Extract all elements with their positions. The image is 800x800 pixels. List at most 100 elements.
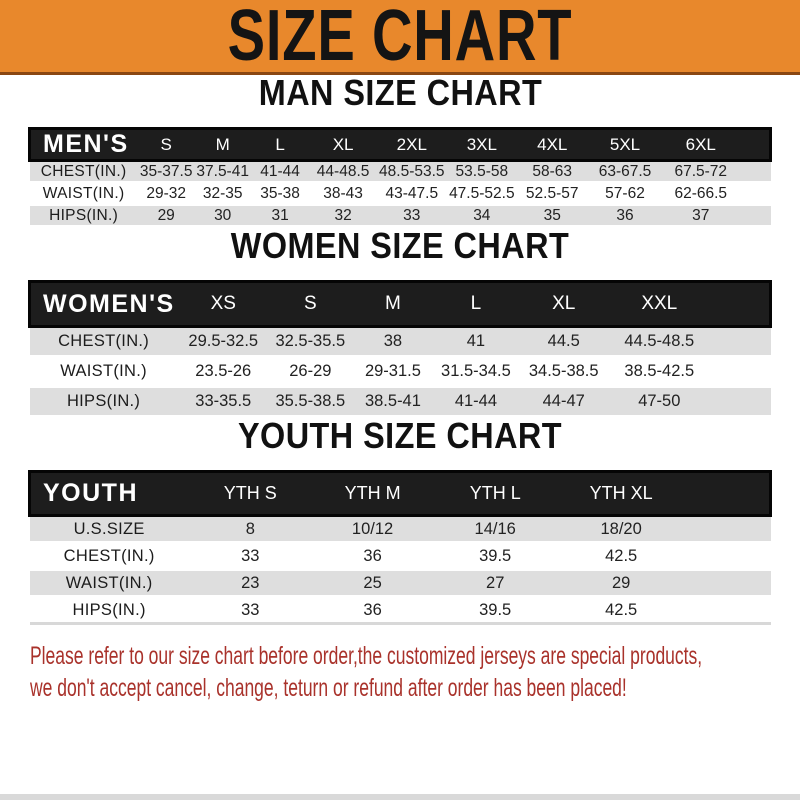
size-value: 43-47.5 xyxy=(376,182,447,206)
table-row: CHEST(IN.) 35-37.5 37.5-41 41-44 44-48.5 48.5… xyxy=(29,160,771,184)
column-header: YTH XL xyxy=(557,470,686,517)
section-men: MAN SIZE CHART MEN'S S M L XL 2XL 3XL 4XL 5XL 6XL… xyxy=(0,75,800,228)
size-value: 34 xyxy=(447,204,517,228)
size-value: 41-44 xyxy=(434,386,518,418)
size-value: 23.5-26 xyxy=(177,356,269,388)
table-row: WAIST(IN.) 23.5-26 26-29 29-31.5 31.5-34.5 34… xyxy=(29,356,771,388)
size-value: 36 xyxy=(587,204,663,228)
row-label: HIPS(IN.) xyxy=(29,386,178,418)
men-section-heading: MAN SIZE CHART xyxy=(0,75,800,111)
size-value: 32.5-35.5 xyxy=(268,326,352,358)
row-label: CHEST(IN.) xyxy=(29,326,178,358)
size-value: 44-47 xyxy=(517,386,610,418)
column-header: XS xyxy=(177,280,269,328)
column-header: YTH M xyxy=(311,470,434,517)
size-value: 31.5-34.5 xyxy=(434,356,518,388)
size-value: 35-38 xyxy=(250,182,310,206)
youth-section-heading: YOUTH SIZE CHART xyxy=(0,418,800,454)
table-row: U.S.SIZE 8 10/12 14/16 18/20 xyxy=(29,515,771,544)
banner: SIZE CHART xyxy=(0,0,800,75)
table-title-cell: WOMEN'S xyxy=(27,280,178,328)
disclaimer-line-1: Please refer to our size chart before or… xyxy=(30,640,800,672)
table-row: HIPS(IN.) 29 30 31 32 33 34 35 36 37 xyxy=(29,204,771,228)
size-value: 32-35 xyxy=(194,182,251,206)
size-value: 36 xyxy=(311,542,434,571)
row-filler xyxy=(708,356,771,388)
column-header: S xyxy=(137,127,195,162)
row-label: WAIST(IN.) xyxy=(29,356,178,388)
table-header-row: MEN'S S M L XL 2XL 3XL 4XL 5XL 6XL xyxy=(27,127,773,162)
size-value: 23 xyxy=(188,569,312,598)
table-row: HIPS(IN.) 33-35.5 35.5-38.5 38.5-41 41-44 44-… xyxy=(29,386,771,418)
size-value: 39.5 xyxy=(433,542,558,571)
size-value: 30 xyxy=(194,204,251,228)
page-title: SIZE CHART xyxy=(179,0,621,72)
bottom-edge-strip xyxy=(0,794,800,800)
size-value: 31 xyxy=(250,204,310,228)
size-value: 39.5 xyxy=(433,596,558,625)
disclaimer-line-2-text: we don't accept cancel, change, teturn o… xyxy=(30,674,627,702)
column-header: L xyxy=(250,127,310,162)
size-value: 67.5-72 xyxy=(662,160,740,184)
size-value: 41 xyxy=(434,326,518,358)
size-value: 25 xyxy=(311,569,434,598)
size-value: 53.5-58 xyxy=(447,160,517,184)
row-label: U.S.SIZE xyxy=(29,515,189,544)
column-header: 4XL xyxy=(516,127,588,162)
men-section-heading-text: MAN SIZE CHART xyxy=(258,72,542,113)
size-value: 48.5-53.5 xyxy=(376,160,447,184)
size-value: 44.5 xyxy=(517,326,610,358)
size-value: 34.5-38.5 xyxy=(517,356,610,388)
row-filler xyxy=(739,160,771,184)
header-filler xyxy=(708,280,772,328)
row-filler xyxy=(708,326,771,358)
size-value: 33 xyxy=(376,204,447,228)
size-value: 44-48.5 xyxy=(309,160,377,184)
size-value: 29.5-32.5 xyxy=(177,326,269,358)
column-header: 2XL xyxy=(376,127,447,162)
column-header: XXL xyxy=(609,280,709,328)
size-value: 37.5-41 xyxy=(194,160,251,184)
table-title-cell: MEN'S xyxy=(27,127,138,162)
size-value: 14/16 xyxy=(433,515,558,544)
table-row: WAIST(IN.) 23 25 27 29 xyxy=(29,569,771,598)
size-value: 37 xyxy=(662,204,740,228)
charts-area: MAN SIZE CHART MEN'S S M L XL 2XL 3XL 4XL 5XL 6XL… xyxy=(0,75,800,625)
row-label: HIPS(IN.) xyxy=(29,204,138,228)
size-value: 33 xyxy=(188,596,312,625)
size-value: 33-35.5 xyxy=(177,386,269,418)
size-value: 8 xyxy=(188,515,312,544)
size-value: 44.5-48.5 xyxy=(609,326,709,358)
size-value: 42.5 xyxy=(557,596,686,625)
row-label: WAIST(IN.) xyxy=(29,182,138,206)
table-title-cell: YOUTH xyxy=(27,470,189,517)
size-value: 33 xyxy=(188,542,312,571)
size-value: 36 xyxy=(311,596,434,625)
size-value: 38.5-42.5 xyxy=(609,356,709,388)
row-label: HIPS(IN.) xyxy=(29,596,189,625)
column-header: M xyxy=(351,280,435,328)
column-header: YTH S xyxy=(188,470,312,517)
table-row: WAIST(IN.) 29-32 32-35 35-38 38-43 43-47.5 47.… xyxy=(29,182,771,206)
table-row: CHEST(IN.) 33 36 39.5 42.5 xyxy=(29,542,771,571)
size-value: 35.5-38.5 xyxy=(268,386,352,418)
row-filler xyxy=(685,542,771,571)
row-label: WAIST(IN.) xyxy=(29,569,189,598)
column-header: YTH L xyxy=(433,470,558,517)
size-value: 52.5-57 xyxy=(516,182,588,206)
row-label: CHEST(IN.) xyxy=(29,160,138,184)
column-header: XL xyxy=(517,280,610,328)
size-value: 58-63 xyxy=(516,160,588,184)
column-header: 5XL xyxy=(587,127,663,162)
header-filler xyxy=(685,470,773,517)
disclaimer-line-2: we don't accept cancel, change, teturn o… xyxy=(30,672,800,704)
header-filler xyxy=(739,127,773,162)
table-header-row: YOUTH YTH S YTH M YTH L YTH XL xyxy=(27,470,773,517)
size-value: 57-62 xyxy=(587,182,663,206)
size-value: 63-67.5 xyxy=(587,160,663,184)
size-value: 47-50 xyxy=(609,386,709,418)
size-value: 27 xyxy=(433,569,558,598)
section-women: WOMEN SIZE CHART WOMEN'S XS S M L XL XXL CHEST(… xyxy=(0,228,800,418)
row-filler xyxy=(685,569,771,598)
size-value: 10/12 xyxy=(311,515,434,544)
